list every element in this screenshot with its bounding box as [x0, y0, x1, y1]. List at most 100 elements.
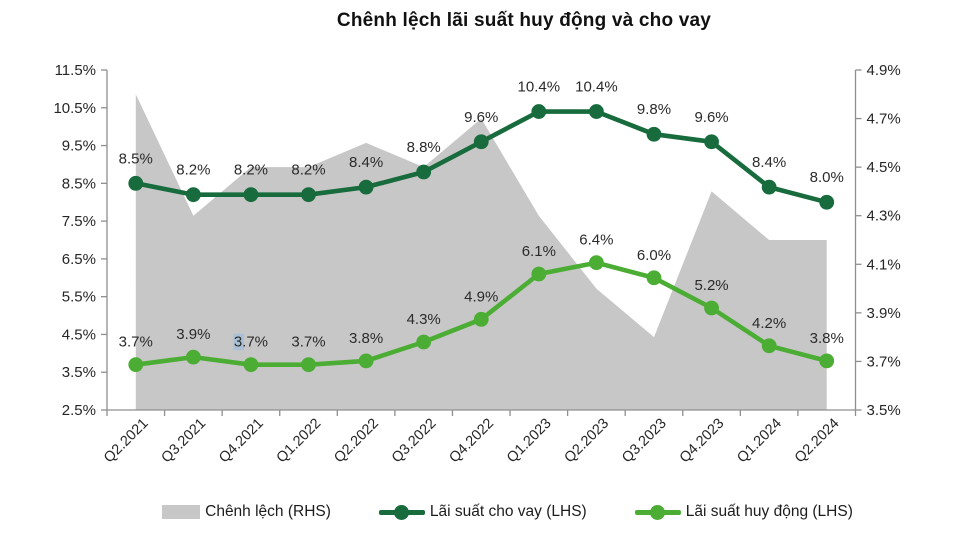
left-axis-tick-label: 4.5%	[62, 326, 96, 343]
x-axis-category-label: Q2.2022	[331, 416, 382, 467]
right-axis-tick-label: 4.1%	[867, 256, 901, 273]
data-point-label: 8.2%	[291, 162, 325, 179]
left-axis-tick-label: 5.5%	[62, 289, 96, 306]
data-point-label: 8.4%	[349, 154, 383, 171]
data-point-label: 3.7%	[234, 334, 268, 351]
area-swatch-icon	[162, 505, 201, 519]
data-point-label: 3.9%	[176, 326, 210, 343]
data-point-marker	[243, 187, 259, 203]
data-point-marker	[128, 175, 144, 191]
legend-label: Lãi suất cho vay (LHS)	[429, 503, 587, 520]
right-axis-tick-label: 3.5%	[867, 402, 901, 419]
data-point-marker	[243, 357, 259, 373]
data-point-marker	[589, 255, 604, 271]
data-point-label: 3.8%	[810, 330, 844, 347]
data-point-label: 4.9%	[464, 288, 498, 305]
x-axis-category-label: Q4.2022	[446, 416, 497, 467]
x-axis-category-label: Q1.2023	[504, 416, 555, 467]
data-point-marker	[704, 134, 719, 150]
data-point-marker	[358, 353, 374, 369]
legend-label: Lãi suất huy động (LHS)	[685, 503, 853, 520]
data-point-marker	[185, 349, 201, 365]
data-point-marker	[301, 187, 316, 203]
x-axis-category-label: Q2.2024	[792, 416, 843, 467]
chart-legend: Chênh lệch (RHS) Lãi suất cho vay (LHS) …	[0, 503, 973, 521]
data-point-marker	[704, 300, 719, 316]
left-axis-tick-label: 8.5%	[62, 175, 96, 192]
data-point-marker	[646, 270, 662, 286]
x-axis-category-label: Q3.2023	[619, 416, 670, 467]
data-point-marker	[761, 338, 777, 354]
left-axis-tick-label: 2.5%	[62, 402, 96, 419]
data-point-label: 8.8%	[407, 139, 441, 156]
data-point-label: 10.4%	[518, 79, 561, 96]
left-axis-tick-label: 11.5%	[55, 62, 96, 79]
x-axis-category-label: Q2.2021	[101, 416, 152, 467]
lending-line-series: 8.5% 8.2% 8.2% 8.2% 8.4% 8.8% 9.6% 10.4% 10.4% 9.…	[119, 79, 844, 210]
data-point-label: 3.7%	[119, 334, 153, 351]
data-point-label: 4.3%	[407, 311, 441, 328]
label-selection-highlight	[233, 333, 244, 351]
left-axis-tick-label: 6.5%	[62, 251, 96, 268]
data-point-label: 8.2%	[176, 162, 210, 179]
data-point-label: 4.2%	[752, 315, 786, 332]
legend-item-lending: Lãi suất cho vay (LHS)	[378, 503, 587, 521]
legend-label: Chênh lệch (RHS)	[205, 503, 331, 520]
data-point-label: 8.4%	[752, 154, 786, 171]
data-point-marker	[473, 134, 489, 150]
data-point-marker	[819, 353, 835, 369]
data-point-marker	[301, 357, 316, 373]
right-axis-tick-label: 3.9%	[867, 305, 901, 322]
data-point-label: 9.6%	[694, 109, 728, 126]
data-point-label: 9.6%	[464, 109, 498, 126]
x-axis-category-label: Q2.2023	[562, 416, 613, 467]
data-point-marker	[819, 194, 835, 210]
x-axis-category-label: Q3.2021	[159, 416, 210, 467]
data-point-marker	[185, 187, 201, 203]
left-axis-tick-label: 7.5%	[62, 213, 96, 230]
right-axis-tick-label: 4.3%	[867, 208, 901, 225]
data-point-label: 3.8%	[349, 330, 383, 347]
data-point-marker	[531, 266, 547, 282]
left-axis-tick-label: 9.5%	[62, 138, 96, 155]
data-point-label: 9.8%	[637, 101, 671, 118]
right-axis-tick-label: 4.5%	[867, 159, 901, 176]
line-marker-swatch-icon	[634, 504, 681, 520]
x-axis-category-label: Q3.2022	[389, 416, 440, 467]
data-point-marker	[646, 126, 662, 142]
x-axis-category-label: Q4.2023	[677, 416, 728, 467]
spread-area-series	[135, 94, 827, 411]
data-point-label: 6.4%	[579, 232, 613, 249]
data-point-label: 8.0%	[810, 169, 844, 186]
data-point-label: 8.2%	[234, 162, 268, 179]
deposit-line-series: 3.7% 3.9% 3.7% 3.7% 3.8% 4.3% 4.9% 6.1% 6.4% 6.0%…	[119, 232, 844, 373]
data-point-marker	[358, 179, 374, 195]
data-point-marker	[128, 357, 144, 373]
right-axis-tick-label: 4.9%	[867, 62, 901, 79]
data-point-label: 10.4%	[575, 79, 618, 96]
data-point-marker	[589, 104, 604, 119]
data-point-marker	[531, 104, 547, 119]
chart-svg: 11.5% 10.5% 9.5% 8.5% 7.5% 6.5% 5.5% 4.5% 3.5% 2.…	[53, 62, 901, 467]
left-axis-tick-label: 10.5%	[53, 100, 96, 117]
x-axis-category-label: Q1.2022	[274, 416, 325, 467]
data-point-label: 6.0%	[637, 247, 671, 264]
data-point-label: 8.5%	[119, 150, 153, 167]
data-point-label: 6.1%	[522, 243, 556, 260]
data-point-label: 5.2%	[694, 277, 728, 294]
right-axis-tick-label: 4.7%	[867, 111, 901, 128]
chart-title: Chênh lệch lãi suất huy động và cho vay	[336, 10, 712, 31]
line-marker-swatch-icon	[378, 504, 425, 520]
left-axis-tick-label: 3.5%	[62, 364, 96, 381]
data-point-marker	[473, 311, 489, 327]
data-point-marker	[416, 334, 432, 350]
data-point-marker	[416, 164, 432, 180]
x-axis-category-label: Q1.2024	[734, 416, 785, 467]
legend-item-spread: Chênh lệch (RHS)	[162, 503, 331, 521]
x-axis-category-label: Q4.2021	[216, 416, 267, 467]
data-point-marker	[761, 179, 777, 195]
axes	[106, 70, 857, 416]
data-point-label: 3.7%	[291, 334, 325, 351]
right-axis-tick-label: 3.7%	[867, 353, 901, 370]
legend-item-deposit: Lãi suất huy động (LHS)	[634, 503, 853, 521]
